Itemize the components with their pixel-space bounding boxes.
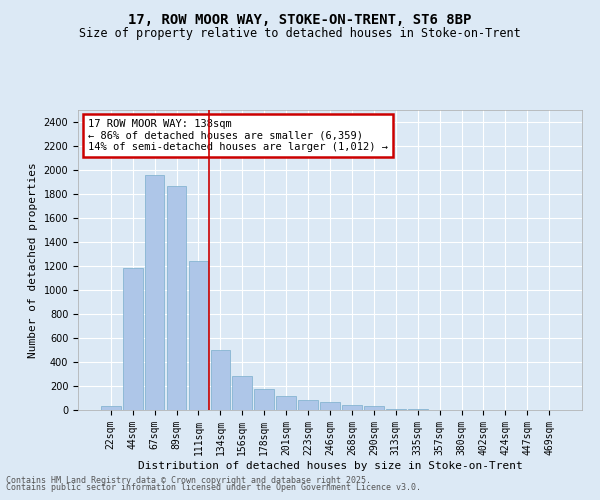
Bar [232, 376, 252, 410]
Text: 17 ROW MOOR WAY: 138sqm
← 86% of detached houses are smaller (6,359)
14% of semi: 17 ROW MOOR WAY: 138sqm ← 86% of detache… [88, 119, 388, 152]
Bar [188, 261, 208, 410]
Bar [320, 402, 340, 410]
Bar [364, 406, 384, 410]
Text: Contains HM Land Registry data © Crown copyright and database right 2025.: Contains HM Land Registry data © Crown c… [6, 476, 371, 485]
Bar [211, 350, 230, 410]
Bar [298, 400, 318, 410]
Bar [276, 396, 296, 410]
Bar [254, 389, 274, 410]
Bar [167, 186, 187, 410]
X-axis label: Distribution of detached houses by size in Stoke-on-Trent: Distribution of detached houses by size … [137, 460, 523, 470]
Bar [101, 406, 121, 410]
Y-axis label: Number of detached properties: Number of detached properties [28, 162, 38, 358]
Bar [386, 409, 406, 410]
Bar [123, 268, 143, 410]
Bar [342, 404, 362, 410]
Text: Contains public sector information licensed under the Open Government Licence v3: Contains public sector information licen… [6, 484, 421, 492]
Bar [145, 175, 164, 410]
Text: 17, ROW MOOR WAY, STOKE-ON-TRENT, ST6 8BP: 17, ROW MOOR WAY, STOKE-ON-TRENT, ST6 8B… [128, 12, 472, 26]
Text: Size of property relative to detached houses in Stoke-on-Trent: Size of property relative to detached ho… [79, 28, 521, 40]
